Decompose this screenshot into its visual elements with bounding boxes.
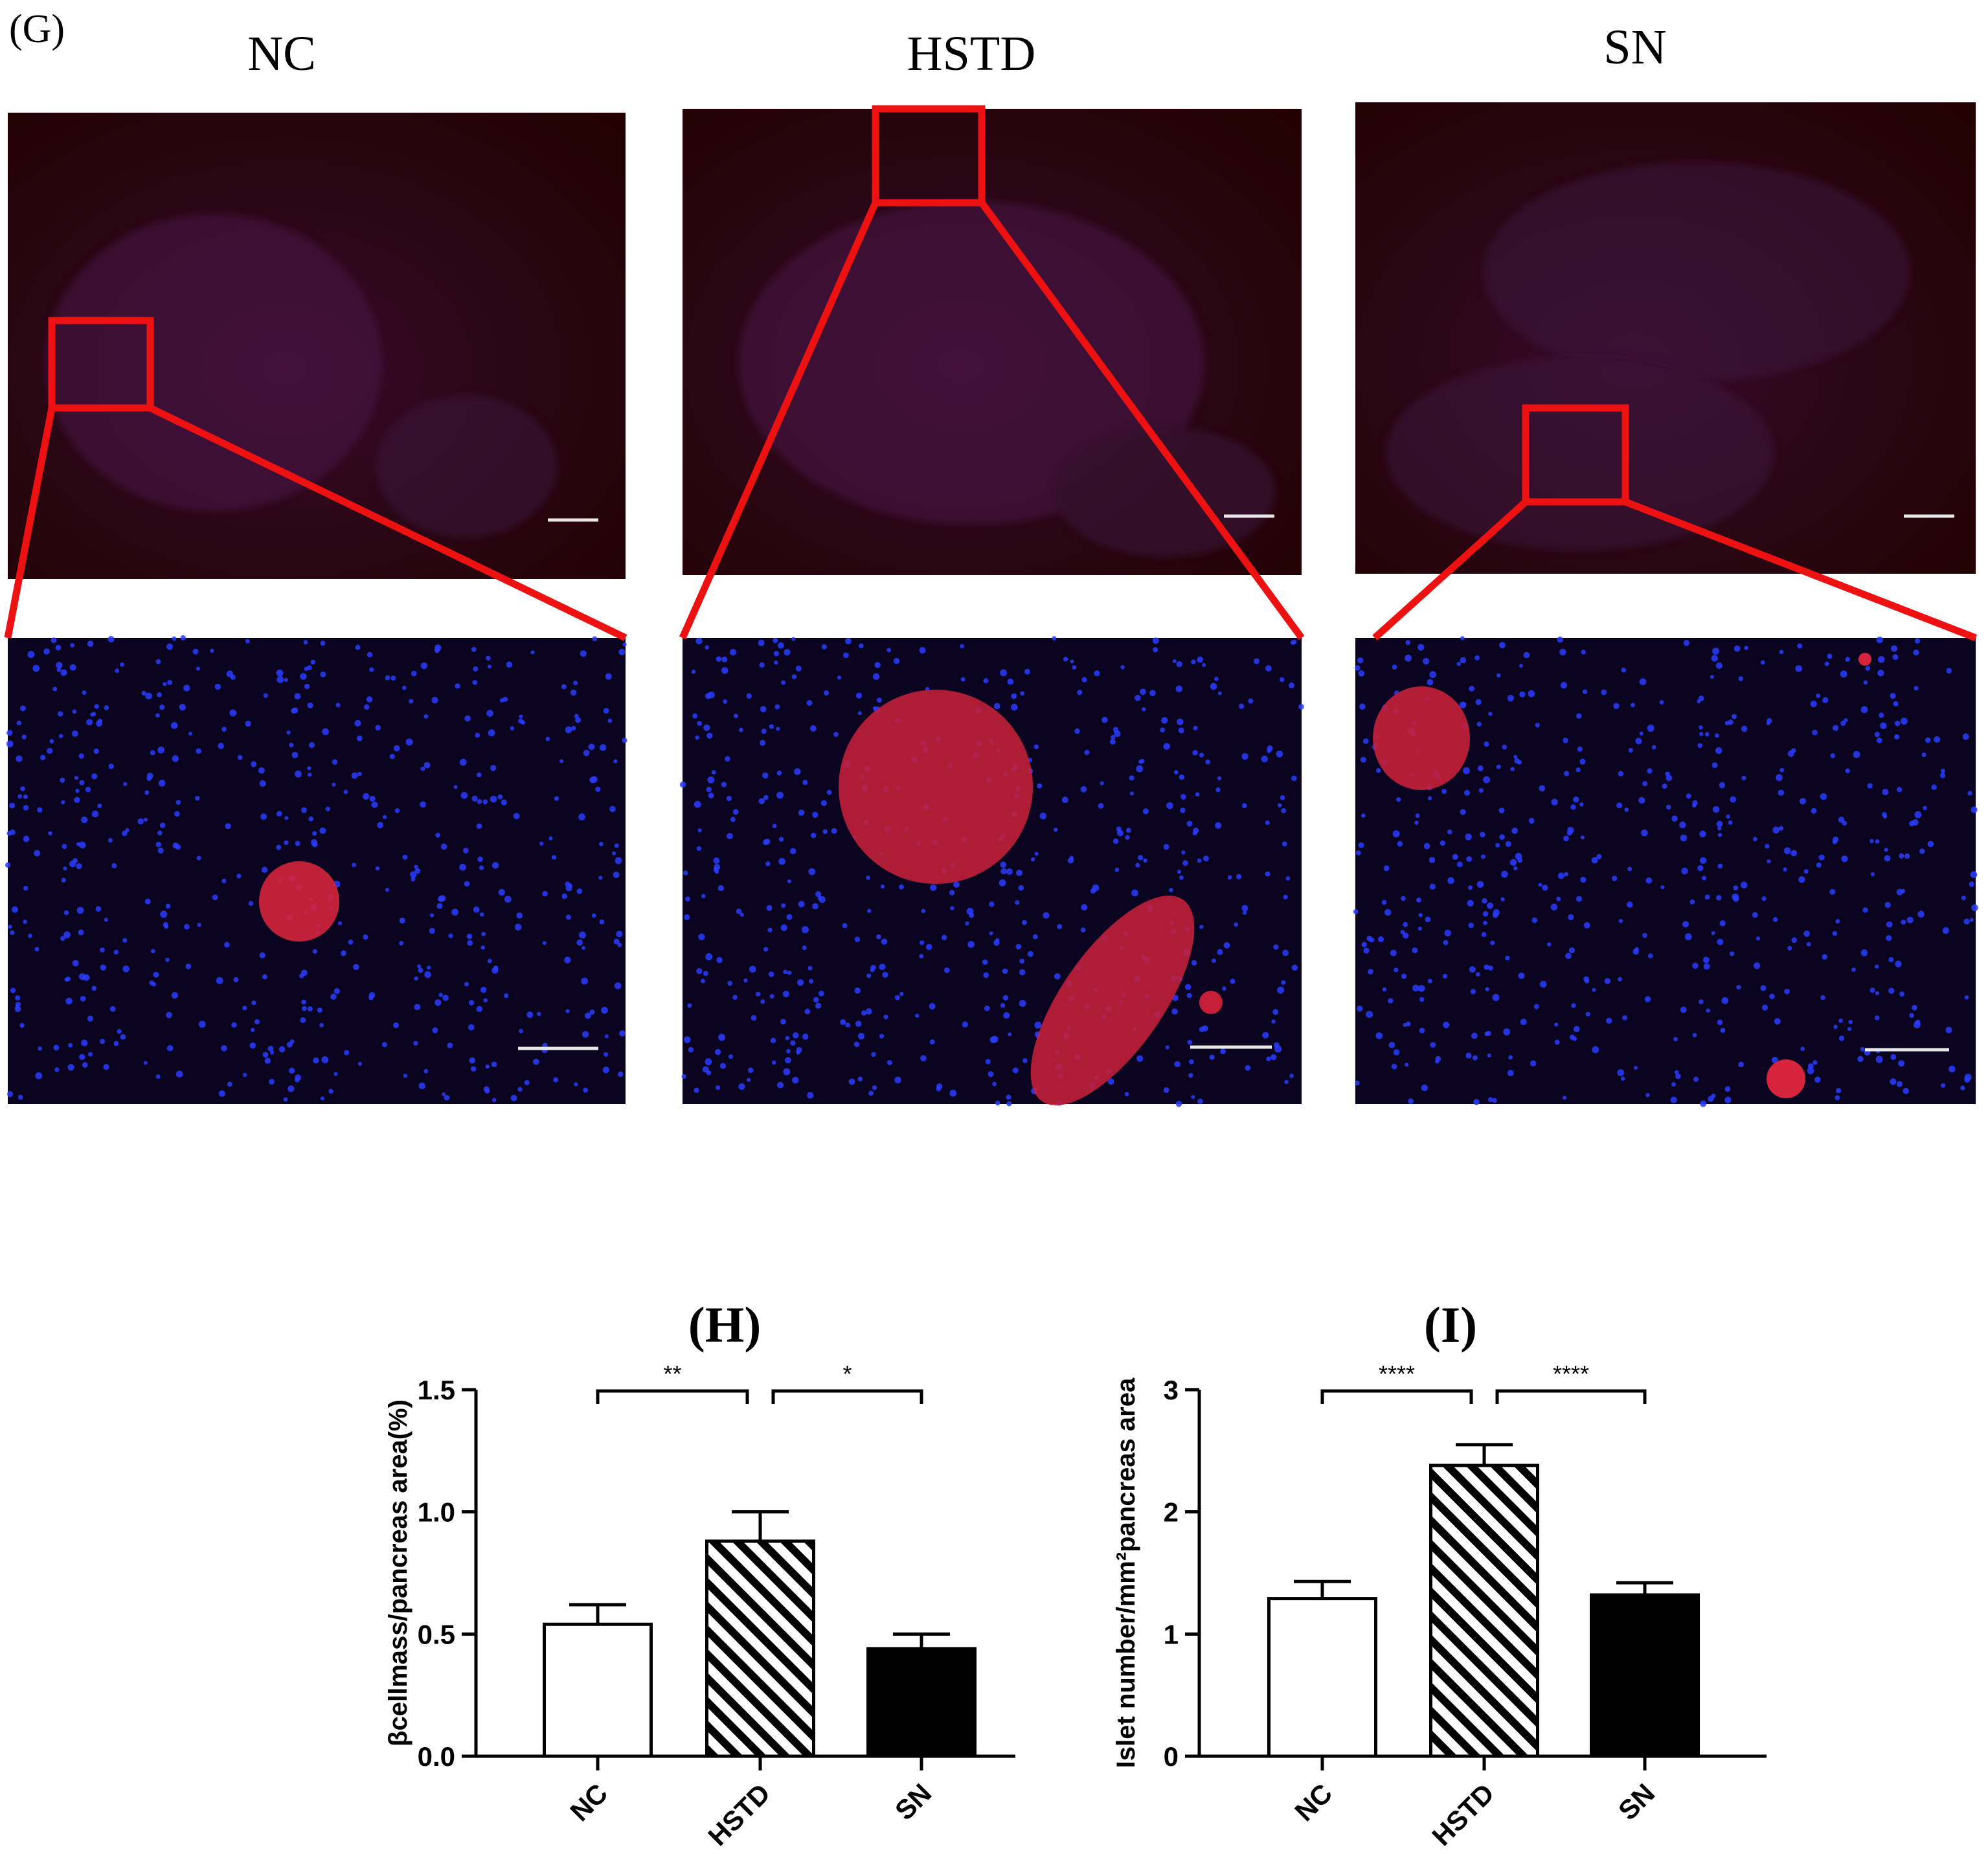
y-tick-label-h-3: 1.5 — [418, 1375, 455, 1405]
group-title-hstd: HSTD — [907, 27, 1036, 81]
y-tick-label-i-0: 0 — [1164, 1741, 1179, 1772]
x-tick-label-i-sn: SN — [1612, 1778, 1661, 1826]
significance-bracket-h-0 — [596, 1389, 749, 1404]
y-tick-label-h-0: 0.0 — [418, 1741, 455, 1772]
significance-bracket-i-0 — [1320, 1389, 1473, 1404]
y-tick-label-i-3: 3 — [1164, 1375, 1179, 1405]
y-tick-label-i-2: 2 — [1164, 1497, 1179, 1528]
zoom-indicators — [4, 105, 1977, 642]
x-tick-label-i-nc: NC — [1289, 1778, 1338, 1827]
bar-i-sn — [1590, 1593, 1700, 1758]
chart-i: (I) 0 1 2 3 Islet number/mm²pancreas area NC HS… — [1112, 1296, 1767, 1851]
y-tick-label-h-2: 1.0 — [418, 1497, 455, 1528]
bar-h-nc — [543, 1622, 653, 1758]
significance-label-h-1: * — [842, 1361, 852, 1387]
bar-i-nc — [1267, 1597, 1377, 1758]
bar-h-sn — [866, 1647, 977, 1758]
significance-bracket-h-1 — [771, 1389, 923, 1404]
zoom-box-hstd — [872, 105, 986, 207]
significance-label-i-0: **** — [1379, 1361, 1415, 1387]
y-axis-label-i: Islet number/mm²pancreas area — [1112, 1377, 1140, 1768]
bar-i-hstd — [1429, 1464, 1539, 1758]
bar-h-hstd — [705, 1539, 815, 1758]
y-axis-label-h: βcellmass/pancreas area(%) — [384, 1399, 412, 1747]
x-tick-label-i-hstd: HSTD — [1426, 1778, 1500, 1851]
panel-g-label: (G) — [9, 7, 65, 51]
x-tick-label-h-nc: NC — [564, 1778, 613, 1827]
zoom-box-sn — [1522, 404, 1629, 506]
zoom-box-nc — [48, 317, 154, 412]
significance-label-i-1: **** — [1553, 1361, 1589, 1387]
tissue-overlays — [45, 162, 1910, 557]
x-tick-label-h-hstd: HSTD — [702, 1778, 776, 1851]
panel-label-h: (H) — [688, 1296, 762, 1353]
group-title-nc: NC — [247, 27, 316, 81]
significance-bracket-i-1 — [1495, 1389, 1647, 1404]
significance-label-h-0: ** — [663, 1361, 681, 1387]
y-tick-label-h-1: 0.5 — [418, 1619, 455, 1649]
panel-label-i: (I) — [1424, 1296, 1477, 1353]
islet-overlays — [259, 653, 1871, 1105]
group-title-sn: SN — [1603, 20, 1667, 74]
y-tick-label-i-1: 1 — [1164, 1619, 1179, 1649]
x-tick-label-h-sn: SN — [889, 1778, 938, 1826]
